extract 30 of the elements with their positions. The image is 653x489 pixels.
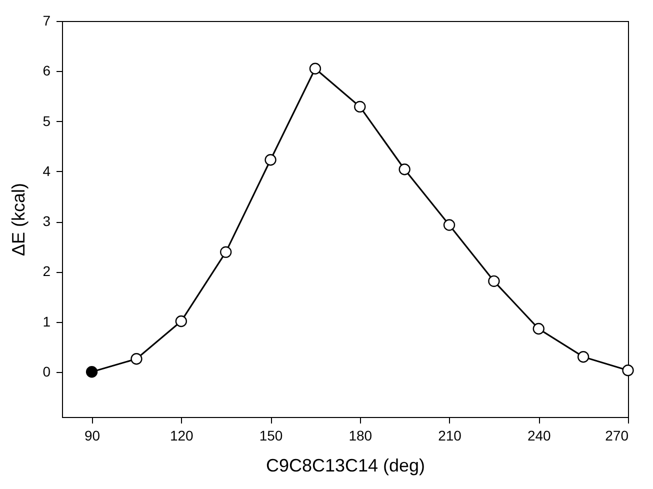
point — [398, 164, 410, 176]
x-tick-label: 240 — [527, 428, 552, 444]
point — [175, 315, 187, 328]
y-tick-label: 3 — [42, 213, 51, 230]
x-tick-label: 120 — [170, 428, 194, 444]
y-tick-label: 2 — [42, 263, 51, 280]
point — [488, 275, 500, 287]
x-tick-label: 90 — [84, 428, 100, 444]
x-tick-label: 180 — [348, 428, 372, 444]
point — [86, 366, 98, 378]
x-axis-title: C9C8C13C14 (deg) — [266, 456, 426, 476]
y-tick-label: 5 — [42, 112, 51, 129]
point — [220, 246, 232, 258]
y-tick-label: 4 — [42, 162, 51, 179]
point — [577, 351, 590, 363]
y-tick-label: 7 — [42, 12, 51, 28]
point — [622, 364, 634, 376]
point — [130, 353, 142, 365]
y-tick-label: 0 — [42, 363, 51, 380]
x-tick-label: 150 — [259, 428, 283, 444]
point — [443, 219, 456, 231]
point — [309, 62, 322, 74]
y-axis-title: ΔE (kcal) — [8, 182, 29, 256]
y-tick-label: 6 — [42, 62, 51, 79]
point — [264, 154, 276, 166]
y-tick-label: 1 — [42, 313, 51, 330]
x-tick-label: 270 — [605, 428, 629, 444]
point — [354, 100, 366, 113]
x-tick-label: 210 — [438, 428, 462, 444]
point — [532, 322, 544, 335]
